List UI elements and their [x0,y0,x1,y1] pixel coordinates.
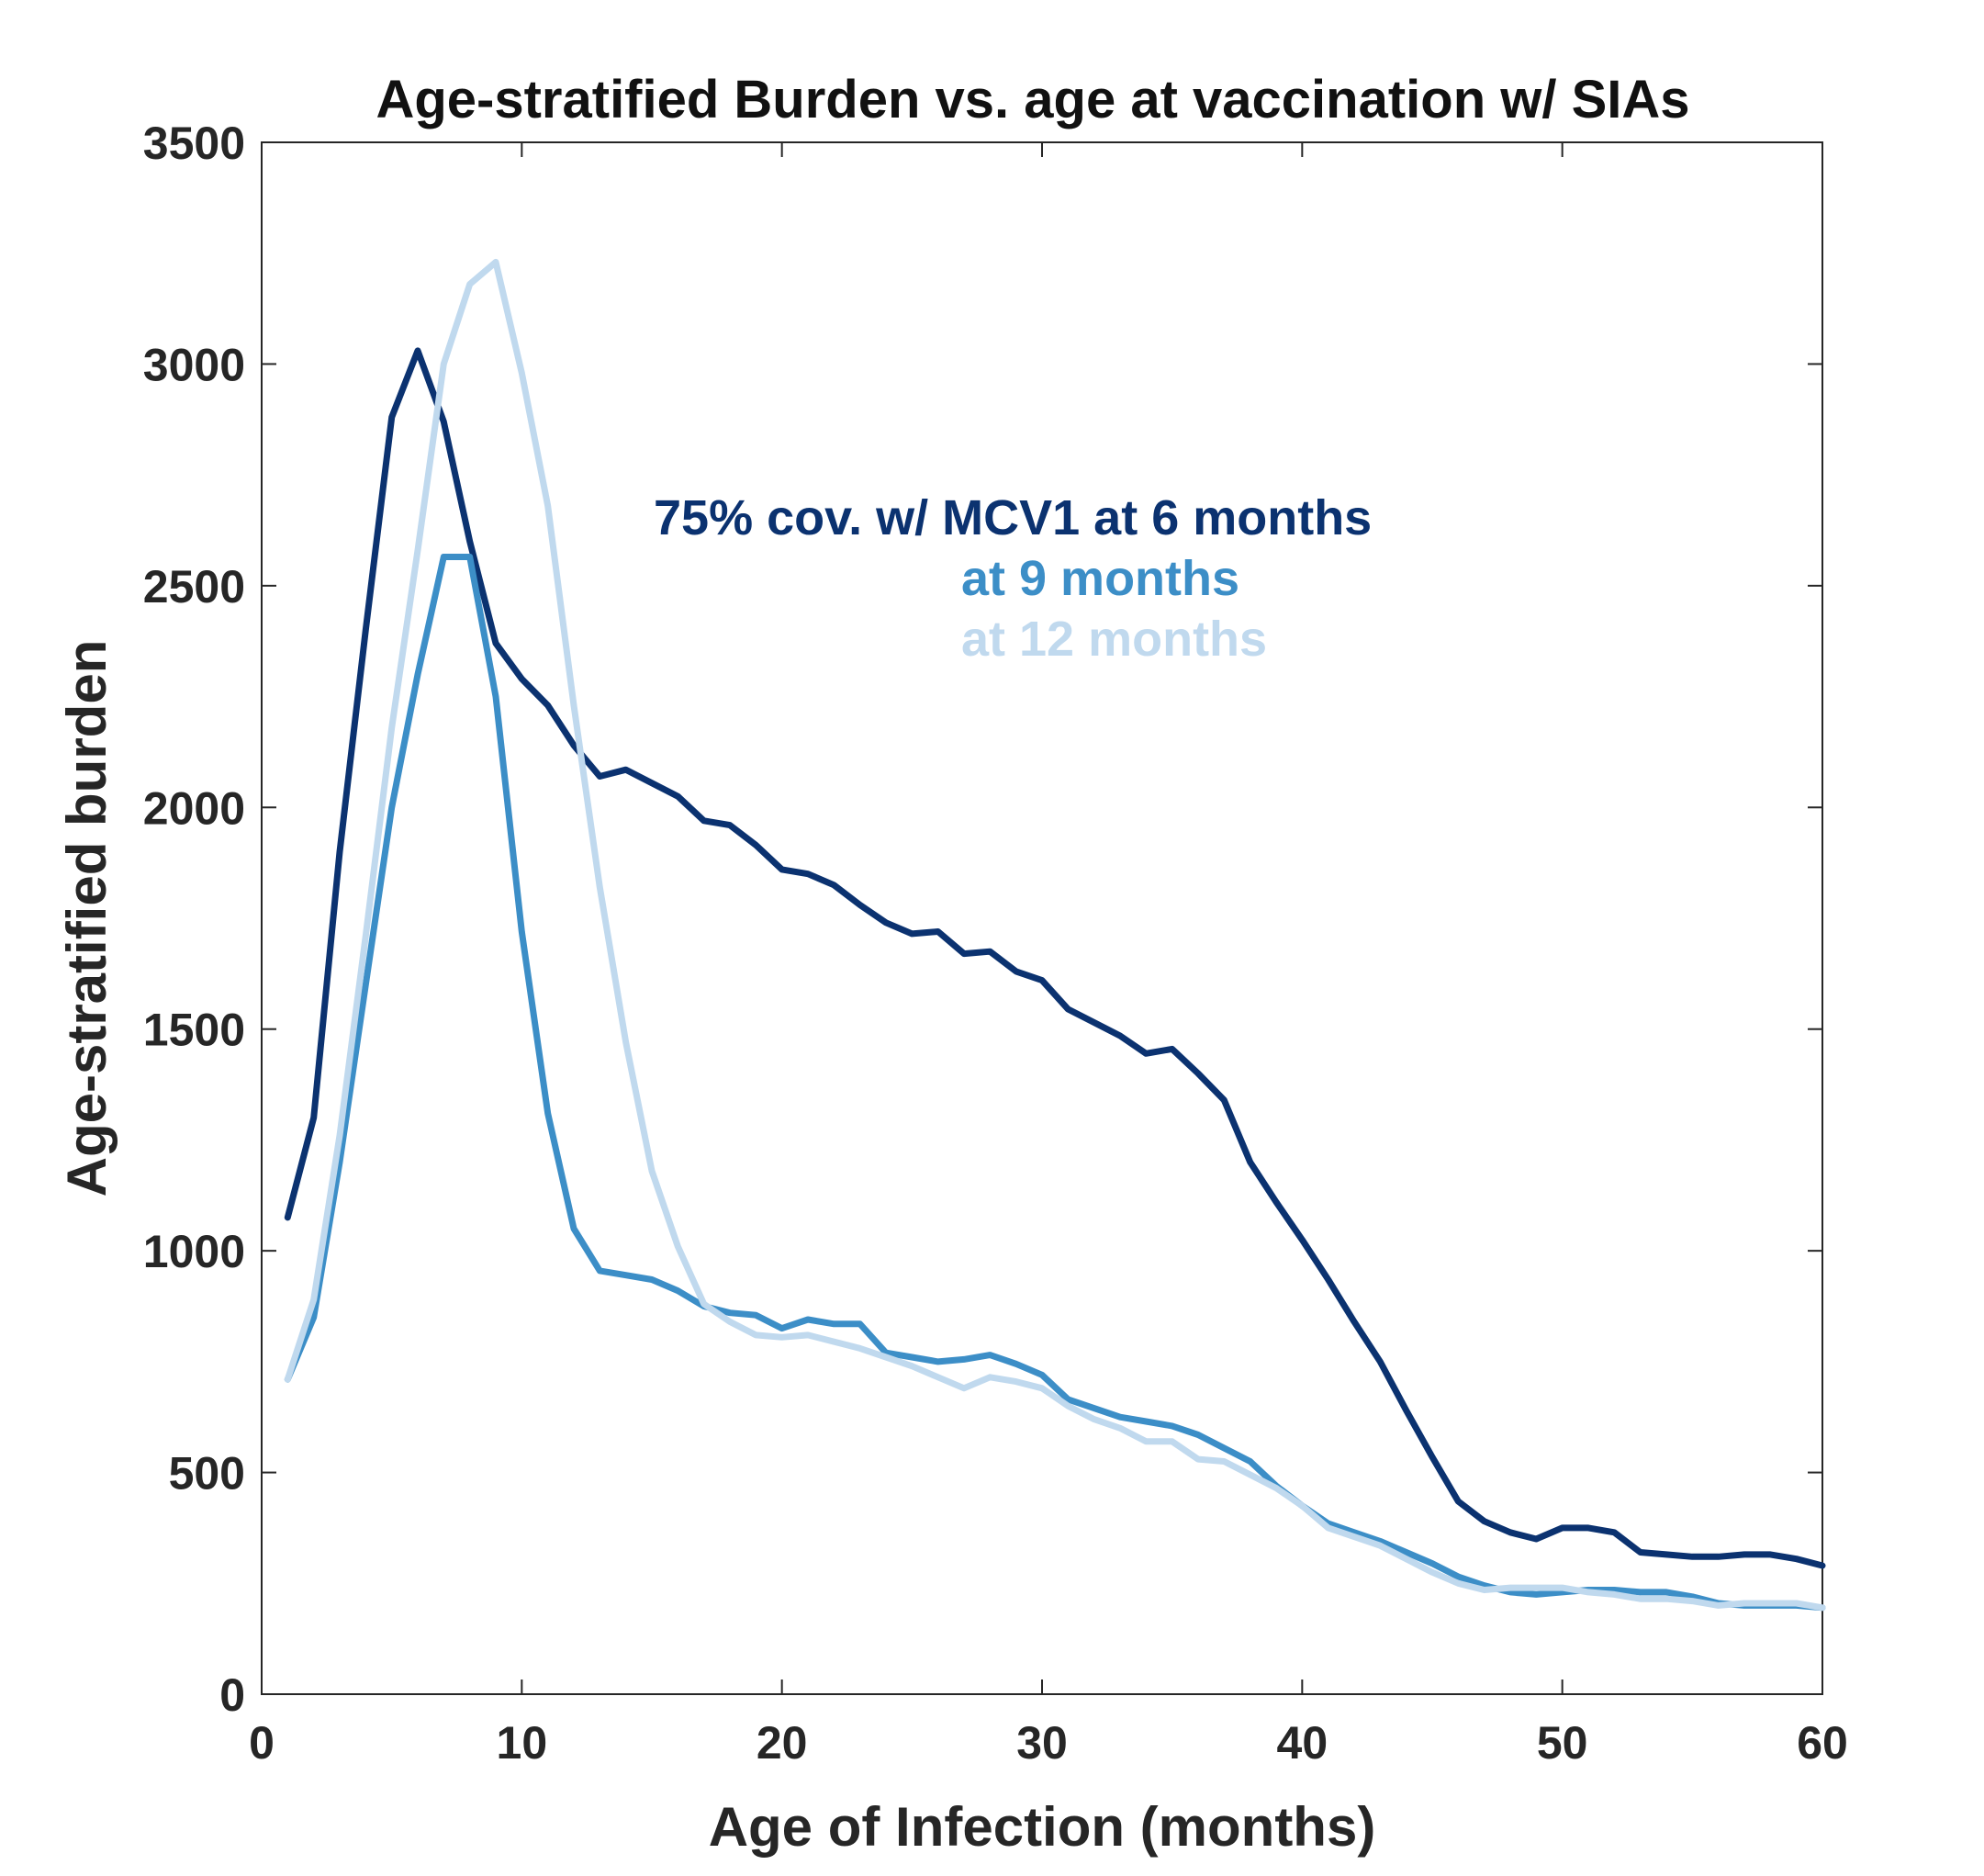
y-axis-label: Age-stratified burden [56,640,118,1197]
y-axis-ticks: 0 500 1000 1500 2000 2500 3000 3500 [143,118,1822,1721]
y-tick-label: 3000 [143,339,245,390]
plot-area: 0 10 20 30 40 50 60 0 500 1000 1500 2000 2500 3000 35… [143,118,1848,1769]
series-line-1 [284,347,1826,1569]
x-tick-label: 50 [1537,1717,1588,1769]
series-line-2 [284,554,1826,1612]
chart-title: Age-stratified Burden vs. age at vaccina… [376,70,1689,129]
x-axis-label: Age of Infection (months) [709,1796,1376,1858]
series-line-3 [284,258,1826,1612]
y-tick-label: 500 [169,1448,245,1500]
y-tick-label: 2000 [143,782,245,834]
x-tick-label: 30 [1016,1717,1068,1769]
x-tick-label: 60 [1797,1717,1848,1769]
x-axis-ticks: 0 10 20 30 40 50 60 [249,142,1848,1769]
annotation-mcv1-6-months: 75% cov. w/ MCV1 at 6 months [654,490,1372,545]
y-tick-label: 3500 [143,118,245,169]
y-tick-label: 1500 [143,1005,245,1056]
series-layer [284,258,1826,1612]
y-tick-label: 1000 [143,1226,245,1277]
x-tick-label: 0 [249,1717,275,1769]
annotation-group: 75% cov. w/ MCV1 at 6 months at 9 months… [654,490,1372,667]
x-tick-label: 20 [757,1717,808,1769]
annotation-12-months: at 12 months [961,612,1267,667]
y-tick-label: 2500 [143,561,245,612]
annotation-9-months: at 9 months [961,551,1239,606]
x-tick-label: 40 [1277,1717,1328,1769]
x-tick-label: 10 [497,1717,548,1769]
y-tick-label: 0 [219,1669,245,1721]
